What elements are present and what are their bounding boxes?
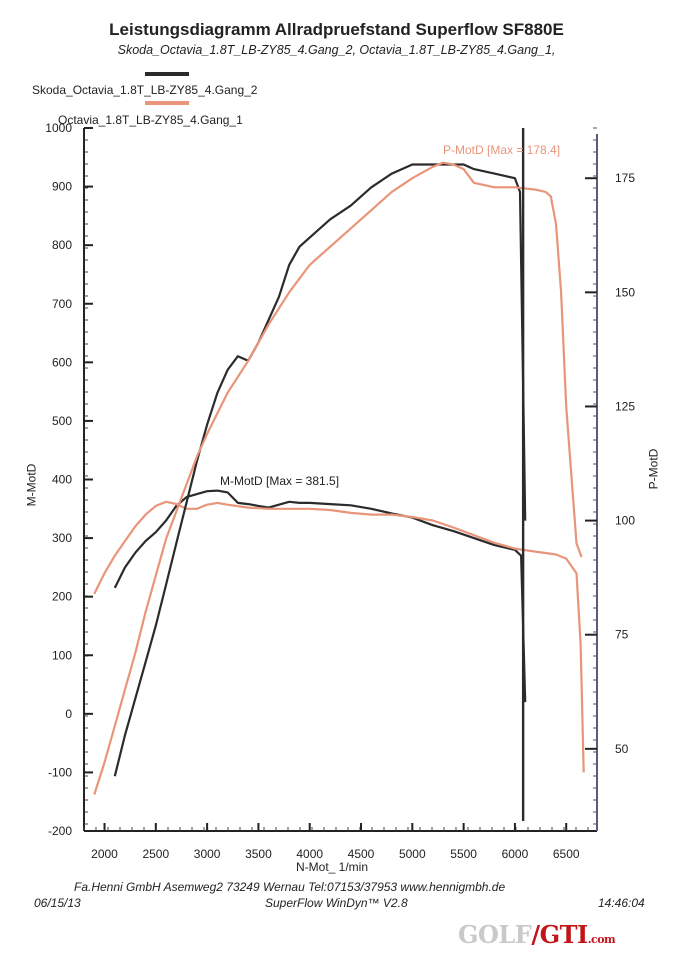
annotation-torque-max: M-MotD [Max = 381.5] (220, 474, 339, 488)
power-line-gang1 (93, 161, 583, 795)
axis-labels: -200 -100 0 100 200 300 400 500 600 700 800 900 1000… (45, 121, 635, 861)
legend-label-gang2: Skoda_Octavia_1.8T_LB-ZY85_4.Gang_2 (32, 83, 258, 97)
tick-label-left: -100 (48, 765, 72, 779)
tick-label-left: 1000 (45, 121, 72, 135)
torque-line-gang2 (113, 489, 527, 703)
tick-label-left: 0 (65, 707, 72, 721)
tick-label-left: 100 (52, 648, 72, 662)
tick-label-x: 4000 (296, 847, 323, 861)
tick-label-x: 5500 (450, 847, 477, 861)
tick-label-x: 4500 (348, 847, 375, 861)
tick-label-left: 300 (52, 531, 72, 545)
legend-label-gang1: Octavia_1.8T_LB-ZY85_4.Gang_1 (58, 113, 243, 127)
tick-label-x: 6000 (502, 847, 529, 861)
legend-swatch-gang1 (145, 101, 189, 105)
tick-label-x: 2000 (91, 847, 118, 861)
tick-label-left: 500 (52, 414, 72, 428)
tick-label-right: 150 (615, 285, 635, 299)
torque-line-gang1 (93, 500, 585, 773)
footer-company: Fa.Henni GmbH Asemweg2 73249 Wernau Tel:… (74, 880, 506, 894)
tick-label-x: 5000 (399, 847, 426, 861)
tick-label-left: 200 (52, 590, 72, 604)
tick-label-left: 900 (52, 180, 72, 194)
tick-label-left: 800 (52, 238, 72, 252)
x-axis-label: N-Mot_ 1/min (296, 860, 369, 874)
tick-label-right: 100 (615, 514, 635, 528)
watermark-part2: GTI (539, 920, 589, 949)
plot-frame (83, 127, 598, 832)
chart-title: Leistungsdiagramm Allradpruefstand Super… (109, 20, 564, 39)
tick-label-x: 2500 (142, 847, 169, 861)
tick-label-right: 75 (615, 628, 629, 642)
footer-software: SuperFlow WinDyn™ V2.8 (265, 896, 408, 910)
watermark-part3: .com (587, 933, 616, 946)
tick-label-left: -200 (48, 824, 72, 838)
legend-swatch-gang2 (145, 72, 189, 76)
tick-label-x: 6500 (553, 847, 580, 861)
annotation-power-max: P-MotD [Max = 178.4] (443, 143, 560, 157)
tick-label-right: 50 (615, 742, 629, 756)
tick-label-left: 600 (52, 355, 72, 369)
chart-subtitle: Skoda_Octavia_1.8T_LB-ZY85_4.Gang_2, Oct… (117, 43, 556, 57)
y-axis-label-left: M-MotD (24, 463, 39, 507)
watermark-logo: GOLF/GTI.com (458, 920, 616, 949)
tick-label-right: 175 (615, 171, 635, 185)
tick-label-left: 700 (52, 297, 72, 311)
footer-time: 14:46:04 (598, 896, 645, 910)
data-lines (93, 128, 585, 821)
footer-date: 06/15/13 (34, 896, 81, 910)
tick-label-x: 3000 (194, 847, 221, 861)
tick-label-x: 3500 (245, 847, 272, 861)
watermark-part1: GOLF (458, 920, 532, 949)
tick-label-right: 125 (615, 399, 635, 413)
y-axis-label-right: P-MotD (646, 448, 661, 490)
tick-label-left: 400 (52, 473, 72, 487)
power-line-gang2 (113, 163, 527, 777)
